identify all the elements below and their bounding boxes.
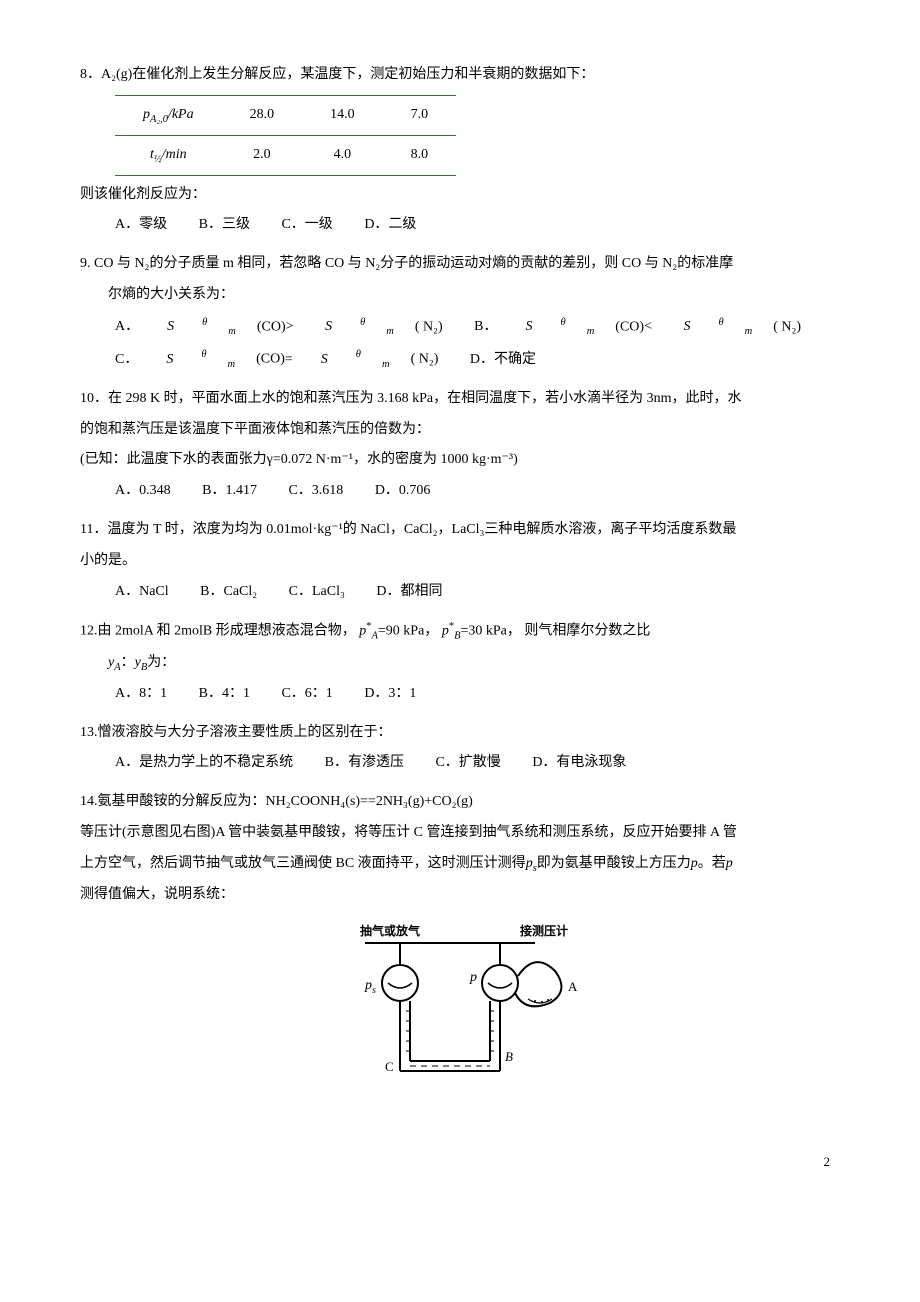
q8-opt-c: C．一级 [281, 210, 332, 241]
q8-opt-b: B．三级 [199, 210, 250, 241]
q9-opt-b: B．Sθm(CO)< Sθm( N₂) [474, 311, 801, 344]
fig-ps: ps [364, 978, 376, 996]
fig-p: p [469, 970, 477, 985]
q10-opt-d: D．0.706 [375, 476, 431, 507]
q11-opt-b: B．CaCl₂ [200, 577, 257, 608]
q13-options: A．是热力学上的不稳定系统 B．有渗透压 C．扩散慢 D．有电泳现象 [80, 748, 840, 779]
q9-options: A．Sθm(CO)> Sθm( N₂) B．Sθm(CO)< Sθm( N₂) … [80, 311, 840, 376]
q8-v3: 8.0 [383, 135, 457, 175]
q12-opt-c: C．6：1 [281, 679, 332, 710]
q11-text2: 小的是。 [80, 546, 840, 577]
q9-text2: 尔熵的大小关系为： [80, 280, 840, 311]
question-14: 14.氨基甲酸铵的分解反应为：NH₂COONH₄(s)==2NH₃(g)+CO₂… [80, 787, 840, 1108]
fig-C: C [385, 1059, 394, 1074]
q8-opt-d: D．二级 [364, 210, 416, 241]
q11-opt-a: A．NaCl [115, 577, 169, 608]
q12-text1: 12.由 2molA 和 2molB 形成理想液态混合物， p*A=90 kPa… [80, 615, 840, 648]
q10-text3: (已知：此温度下水的表面张力γ=0.072 N·m⁻¹，水的密度为 1000 k… [80, 445, 840, 476]
question-10: 10．在 298 K 时，平面水面上水的饱和蒸汽压为 3.168 kPa，在相同… [80, 384, 840, 507]
fig-A: A [568, 979, 578, 994]
q12-opt-a: A．8：1 [115, 679, 167, 710]
page-number: 2 [80, 1148, 840, 1177]
q8-v2: 4.0 [302, 135, 383, 175]
q11-text1: 11．温度为 T 时，浓度为均为 0.01mol·kg⁻¹的 NaCl，CaCl… [80, 515, 840, 546]
q12-opt-b: B．4：1 [199, 679, 250, 710]
q11-opt-c: C．LaCl₃ [289, 577, 345, 608]
question-11: 11．温度为 T 时，浓度为均为 0.01mol·kg⁻¹的 NaCl，CaCl… [80, 515, 840, 607]
q14-para2: 上方空气，然后调节抽气或放气三通阀使 BC 液面持平，这时测压计测得ps即为氨基… [80, 849, 840, 880]
q8-v1: 2.0 [222, 135, 303, 175]
q14-para3: 测得值偏大，说明系统： [80, 880, 840, 911]
q8-text: 8．A₂(g)在催化剂上发生分解反应，某温度下，测定初始压力和半衰期的数据如下： [80, 60, 840, 91]
q8-row1-header: pA₂,0/kPa [115, 95, 222, 135]
q10-opt-b: B．1.417 [202, 476, 257, 507]
q9-opt-c: C．Sθm(CO)=Sθm( N₂) [115, 343, 438, 376]
question-8: 8．A₂(g)在催化剂上发生分解反应，某温度下，测定初始压力和半衰期的数据如下：… [80, 60, 840, 241]
q8-c3: 7.0 [383, 95, 457, 135]
q13-opt-c: C．扩散慢 [435, 748, 500, 779]
fig-right-label: 接测压计 [520, 923, 568, 938]
q8-row2-header: t½/min [115, 135, 222, 175]
q13-opt-b: B．有渗透压 [325, 748, 404, 779]
q13-opt-a: A．是热力学上的不稳定系统 [115, 748, 293, 779]
q8-followup: 则该催化剂反应为： [80, 180, 840, 211]
question-9: 9. CO 与 N₂的分子质量 m 相同，若忽略 CO 与 N₂分子的振动运动对… [80, 249, 840, 376]
q12-options: A．8：1 B．4：1 C．6：1 D．3：1 [80, 679, 840, 710]
q8-opt-a: A．零级 [115, 210, 167, 241]
q12-opt-d: D．3：1 [364, 679, 416, 710]
q9-text1: 9. CO 与 N₂的分子质量 m 相同，若忽略 CO 与 N₂分子的振动运动对… [80, 249, 840, 280]
q10-text1: 10．在 298 K 时，平面水面上水的饱和蒸汽压为 3.168 kPa，在相同… [80, 384, 840, 415]
q11-opt-d: D．都相同 [376, 577, 442, 608]
question-12: 12.由 2molA 和 2molB 形成理想液态混合物， p*A=90 kPa… [80, 615, 840, 709]
q8-table: pA₂,0/kPa 28.0 14.0 7.0 t½/min 2.0 4.0 8… [115, 95, 456, 176]
q14-para1: 等压计(示意图见右图)A 管中装氨基甲酸铵，将等压计 C 管连接到抽气系统和测压… [80, 818, 840, 849]
q10-opt-a: A．0.348 [115, 476, 171, 507]
q11-options: A．NaCl B．CaCl₂ C．LaCl₃ D．都相同 [80, 577, 840, 608]
manometer-diagram: 抽气或放气 接测压计 ps p A [310, 921, 610, 1096]
q8-c1: 28.0 [222, 95, 303, 135]
q13-text: 13.憎液溶胶与大分子溶液主要性质上的区别在于： [80, 718, 840, 749]
q8-c2: 14.0 [302, 95, 383, 135]
fig-B: B [505, 1049, 513, 1064]
q14-figure: 抽气或放气 接测压计 ps p A [80, 921, 840, 1109]
q10-options: A．0.348 B．1.417 C．3.618 D．0.706 [80, 476, 840, 507]
q10-text2: 的饱和蒸汽压是该温度下平面液体饱和蒸汽压的倍数为： [80, 415, 840, 446]
q12-text2: yA：yB为： [80, 648, 840, 679]
question-13: 13.憎液溶胶与大分子溶液主要性质上的区别在于： A．是热力学上的不稳定系统 B… [80, 718, 840, 780]
q9-opt-d: D．不确定 [470, 345, 536, 376]
fig-left-label: 抽气或放气 [360, 923, 420, 938]
q14-text: 14.氨基甲酸铵的分解反应为：NH₂COONH₄(s)==2NH₃(g)+CO₂… [80, 787, 840, 818]
q9-opt-a: A．Sθm(CO)> Sθm( N₂) [115, 311, 443, 344]
q10-opt-c: C．3.618 [288, 476, 343, 507]
q13-opt-d: D．有电泳现象 [532, 748, 626, 779]
q8-options: A．零级 B．三级 C．一级 D．二级 [80, 210, 840, 241]
